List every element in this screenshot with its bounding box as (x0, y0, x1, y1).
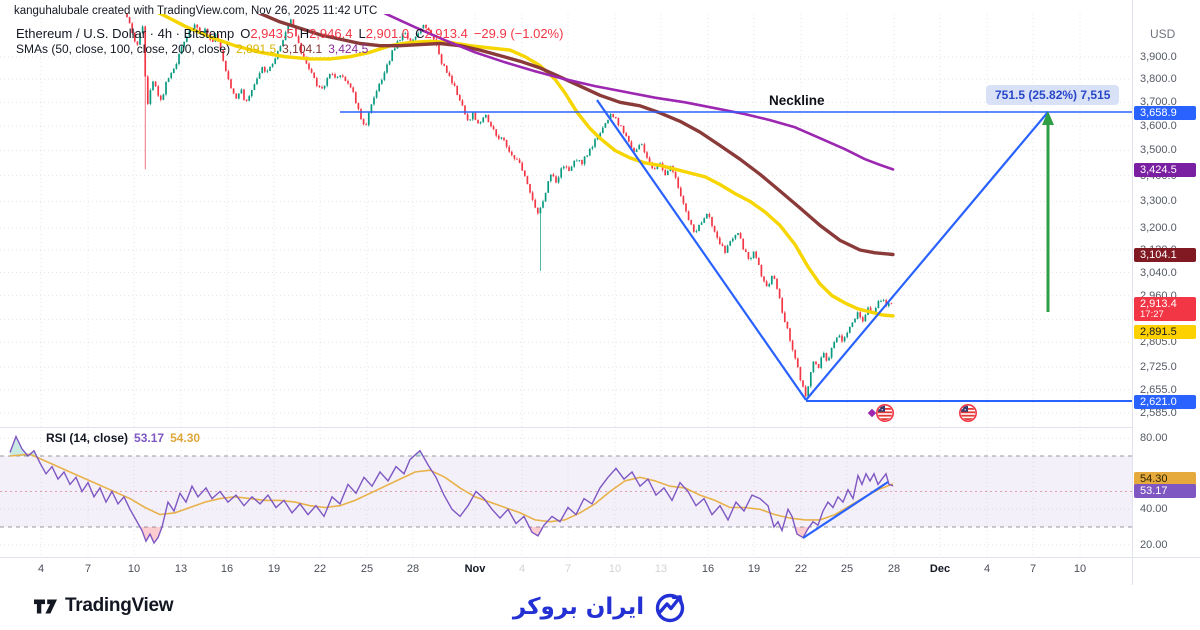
time-tick-label: Dec (929, 563, 951, 575)
rsi-values: 53.17 54.30 (128, 431, 200, 445)
tradingview-logo[interactable]: TradingView (34, 595, 174, 617)
bar-countdown: 17:27 (1140, 309, 1164, 320)
price-badge: 3,658.9 (1134, 105, 1196, 120)
time-tick-label: 10 (127, 563, 141, 575)
time-tick-label: 22 (313, 563, 327, 575)
rsi-pane[interactable] (0, 434, 1132, 545)
time-tick-label: 19 (747, 563, 761, 575)
time-tick-label: 28 (887, 563, 901, 575)
trend-drawings[interactable] (340, 99, 1132, 402)
price-tick-label: 2,725.0 (1140, 361, 1177, 374)
time-tick-label: 7 (1029, 563, 1037, 575)
chart-canvas[interactable] (0, 0, 1200, 585)
time-tick-label: 16 (220, 563, 234, 575)
symbol-legend[interactable]: Ethereum / U.S. Dollar · 4h · Bitstamp O2… (16, 26, 563, 41)
drawing-anchor-marker[interactable] (867, 408, 877, 418)
candles[interactable] (9, 0, 893, 399)
sma-values: 2,891.5 3,104.1 3,424.5 (230, 42, 368, 56)
rsi-line (9, 434, 894, 545)
price-tick-label: 3,900.0 (1140, 50, 1177, 63)
time-tick-label: 28 (406, 563, 420, 575)
iranbroker-logo[interactable]: ایران بروکر (0, 590, 1200, 624)
attribution-text: kanguhalubale created with TradingView.c… (14, 5, 378, 17)
price-tick-label: 3,600.0 (1140, 120, 1177, 133)
ohlc-values: O2,943.5 H2,946.4 L2,901.0 C2,913.4 −29.9 (−… (234, 26, 563, 41)
ascending-trendline (805, 111, 1049, 401)
indicator-value: 2,891.5 (236, 42, 277, 56)
time-tick-label: 13 (174, 563, 188, 575)
price-tick-label: 3,200.0 (1140, 222, 1177, 235)
rsi-badge: 54.30 (1134, 471, 1196, 486)
price-tick-label: 2,585.0 (1140, 406, 1177, 419)
time-tick-label: 19 (267, 563, 281, 575)
rsi-badge: 53.17 (1134, 483, 1196, 498)
rsi-ma-line (9, 453, 894, 523)
tradingview-wordmark: TradingView (65, 595, 174, 616)
price-tick-label: 3,500.0 (1140, 144, 1177, 157)
rsi-tick-label: 80.00 (1140, 432, 1168, 445)
ohlc-field: C2,913.4 (415, 26, 468, 41)
indicator-value: 54.30 (170, 431, 201, 445)
time-tick-label: 25 (840, 563, 854, 575)
sma-title: SMAs (50, close, 100, close, 200, close) (16, 42, 231, 56)
us-flag-event-icon[interactable] (875, 403, 894, 422)
time-tick-label: 4 (983, 563, 991, 575)
axis-separator (1132, 0, 1133, 585)
time-tick-label: 10 (608, 563, 622, 575)
price-badge: 3,104.1 (1134, 247, 1196, 262)
rsi-trendline (802, 481, 889, 539)
ohlc-field: H2,946.4 (299, 26, 353, 41)
us-flag-event-icon[interactable] (958, 403, 977, 422)
rsi-legend[interactable]: RSI (14, close) 53.17 54.30 (46, 431, 200, 445)
projection-arrow-head (1042, 111, 1054, 125)
price-tick-label: 3,700.0 (1140, 96, 1177, 109)
indicator-value: 3,104.1 (282, 42, 323, 56)
currency-label: USD (1150, 27, 1176, 41)
price-badge: 2,913.4 17:27 (1134, 297, 1196, 321)
tradingview-icon (34, 599, 57, 613)
iranbroker-wordmark: ایران بروکر (512, 594, 645, 620)
pane-separator[interactable] (0, 427, 1132, 428)
sma-200 (383, 14, 895, 171)
price-tick-label: 3,300.0 (1140, 195, 1177, 208)
time-tick-label: 7 (564, 563, 572, 575)
ohlc-field: L2,901.0 (358, 26, 410, 41)
rsi-oversold-fill (529, 527, 543, 536)
time-axis-separator (0, 557, 1200, 558)
target-price-label[interactable]: 751.5 (25.82%) 7,515 (986, 85, 1120, 105)
grid (0, 14, 1132, 556)
chart-arrow-icon (655, 593, 685, 623)
time-tick-label: Nov (464, 563, 486, 575)
time-tick-label: 4 (37, 563, 45, 575)
rsi-title: RSI (14, close) (46, 431, 129, 445)
symbol-title: Ethereum / U.S. Dollar · 4h · Bitstamp (16, 26, 235, 41)
indicator-value: 53.17 (134, 431, 165, 445)
time-tick-label: 25 (360, 563, 374, 575)
price-badge: 2,621.0 (1134, 394, 1196, 409)
price-badge: 2,891.5 (1134, 324, 1196, 339)
indicator-value: 3,424.5 (328, 42, 369, 56)
ohlc-field: O2,943.5 (240, 26, 294, 41)
price-tick-label: 2,655.0 (1140, 383, 1177, 396)
time-tick-label: 16 (701, 563, 715, 575)
price-badge: 3,424.5 (1134, 162, 1196, 177)
change-value: −29.9 (−1.02%) (473, 26, 564, 41)
sma-lines[interactable] (135, 3, 895, 318)
neckline-label[interactable]: Neckline (769, 93, 825, 108)
time-tick-label: 22 (794, 563, 808, 575)
price-tick-label: 3,800.0 (1140, 73, 1177, 86)
price-tick-label: 2,805.0 (1140, 336, 1177, 349)
sma-legend[interactable]: SMAs (50, close, 100, close, 200, close)… (16, 42, 368, 56)
descending-trendline (596, 99, 807, 401)
sma-50 (157, 14, 895, 318)
time-tick-label: 7 (84, 563, 92, 575)
price-tick-label: 3,040.0 (1140, 266, 1177, 279)
rsi-tick-label: 40.00 (1140, 503, 1168, 516)
time-tick-label: 10 (1073, 563, 1087, 575)
time-tick-label: 4 (518, 563, 526, 575)
rsi-tick-label: 20.00 (1140, 538, 1168, 551)
time-tick-label: 13 (654, 563, 668, 575)
